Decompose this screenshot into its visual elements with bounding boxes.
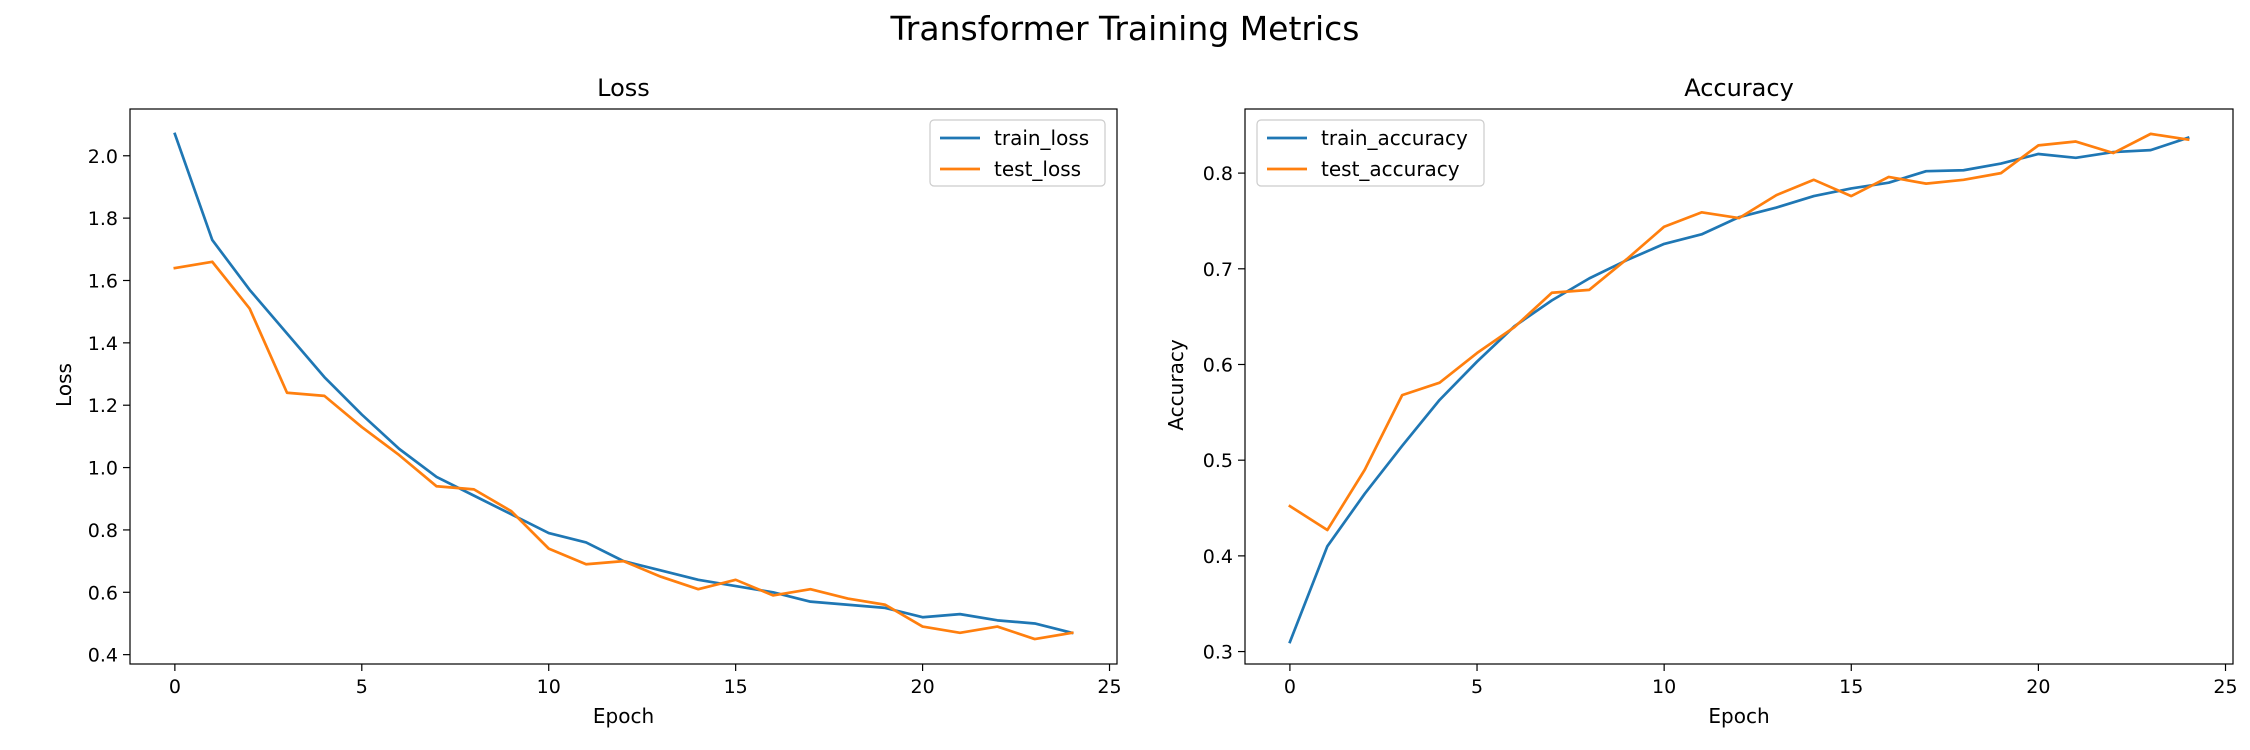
accuracy-x-tick-label: 10	[1652, 676, 1676, 698]
accuracy-y-axis-label: Accuracy	[1164, 339, 1188, 430]
loss-chart: Loss Epoch Loss 0 5 10 15 20 25 0.4 0.6 0.8 1.0 1.…	[52, 74, 1122, 728]
loss-x-axis-label: Epoch	[593, 704, 654, 728]
accuracy-x-axis-label: Epoch	[1708, 704, 1769, 728]
loss-legend-label-test_loss: test_loss	[994, 157, 1081, 181]
loss-y-tick-label: 1.8	[88, 208, 118, 230]
accuracy-y-tick-label: 0.6	[1203, 354, 1233, 376]
accuracy-y-tick-label: 0.4	[1203, 546, 1233, 568]
accuracy-axes-frame	[1244, 108, 2234, 665]
loss-axes-frame	[129, 108, 1118, 665]
accuracy-x-tick-label: 0	[1284, 676, 1296, 698]
accuracy-x-tick-label: 25	[2213, 676, 2237, 698]
accuracy-y-tick-label: 0.5	[1203, 450, 1233, 472]
loss-y-tick-label: 1.4	[88, 333, 118, 355]
loss-y-tick-label: 1.2	[88, 395, 118, 417]
accuracy-chart-title: Accuracy	[1684, 74, 1794, 102]
loss-y-tick-label: 2.0	[88, 146, 118, 168]
accuracy-x-tick-label: 15	[1839, 676, 1863, 698]
accuracy-legend-label-train_accuracy: train_accuracy	[1321, 126, 1468, 150]
accuracy-series-test_accuracy	[1288, 132, 2190, 532]
figure-title: Transformer Training Metrics	[890, 9, 1360, 48]
loss-y-tick-label: 1.6	[88, 270, 118, 292]
loss-y-tick-label: 0.8	[88, 520, 118, 542]
loss-y-tick-label: 0.6	[88, 582, 118, 604]
accuracy-legend: train_accuracy test_accuracy	[1256, 119, 1485, 187]
accuracy-legend-box	[1256, 119, 1485, 187]
loss-x-tick-label: 15	[724, 676, 748, 698]
accuracy-y-tick-label: 0.3	[1203, 642, 1233, 664]
loss-x-tick-label: 10	[537, 676, 561, 698]
loss-x-tick-label: 20	[910, 676, 934, 698]
loss-chart-title: Loss	[597, 74, 650, 102]
accuracy-y-tick-label: 0.7	[1203, 259, 1233, 281]
loss-series-test_loss	[173, 260, 1074, 641]
loss-x-tick-label: 0	[169, 676, 181, 698]
loss-x-tick-label: 5	[356, 676, 368, 698]
accuracy-legend-label-test_accuracy: test_accuracy	[1321, 157, 1460, 181]
loss-y-axis-label: Loss	[52, 363, 76, 407]
accuracy-x-tick-label: 20	[2026, 676, 2050, 698]
loss-y-tick-label: 1.0	[88, 458, 118, 480]
loss-x-tick-label: 25	[1097, 676, 1121, 698]
accuracy-x-tick-label: 5	[1471, 676, 1483, 698]
loss-y-tick-label: 0.4	[88, 645, 118, 667]
accuracy-chart: Accuracy Epoch Accuracy 0 5 10 15 20 25 0.3 0.4…	[1164, 74, 2238, 728]
loss-legend: train_loss test_loss	[929, 119, 1106, 187]
accuracy-y-tick-label: 0.8	[1203, 163, 1233, 185]
loss-legend-label-train_loss: train_loss	[994, 126, 1089, 150]
